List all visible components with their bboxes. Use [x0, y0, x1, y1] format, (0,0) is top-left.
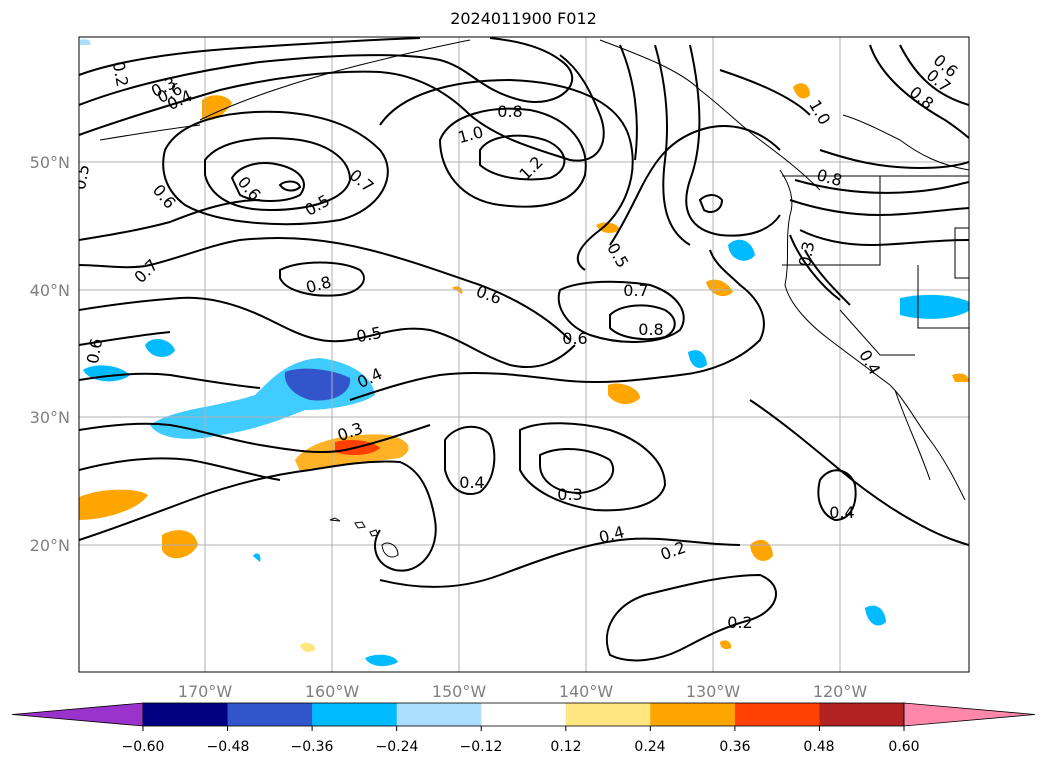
colorbar-swatch — [481, 703, 567, 726]
lat-label-20n: 20°N — [30, 536, 70, 555]
colorbar-label: 0.60 — [888, 739, 919, 755]
contour-label: 0.2 — [727, 613, 752, 632]
colorbar-label: −0.12 — [460, 739, 503, 755]
colorbar-swatch — [312, 703, 398, 726]
contour-label: 0.6 — [83, 337, 106, 365]
colorbar-label: −0.48 — [207, 739, 250, 755]
map-frame — [78, 36, 970, 673]
graticule — [79, 37, 969, 672]
contour-label: 0.2 — [109, 60, 132, 88]
lon-label-120w: 120°W — [813, 682, 868, 701]
lat-label-40n: 40°N — [30, 281, 70, 300]
colorbar-label: 0.24 — [634, 739, 665, 755]
map-title: 2024011900 F012 — [450, 9, 597, 28]
colorbar-extend-high — [903, 702, 1036, 727]
colorbar-label: −0.36 — [291, 739, 334, 755]
colorbar-swatch — [227, 703, 313, 726]
contours — [79, 37, 969, 662]
contour-label: 0.3 — [557, 485, 582, 504]
lon-label-140w: 140°W — [559, 682, 614, 701]
colorbar-swatches — [11, 702, 1036, 727]
colorbar-label: 0.36 — [719, 739, 750, 755]
colorbar-swatch — [819, 703, 905, 726]
lon-label-150w: 150°W — [432, 682, 487, 701]
contour-label: 0.4 — [829, 503, 854, 522]
colorbar-ticks — [142, 726, 905, 731]
lon-label-130w: 130°W — [686, 682, 741, 701]
colorbar-swatch — [565, 703, 651, 726]
shaded-anomalies — [79, 39, 969, 667]
lon-label-170w: 170°W — [178, 682, 233, 701]
colorbar-outline — [142, 702, 905, 727]
contour-label: 0.8 — [497, 102, 522, 121]
contour-label: 0.7 — [623, 281, 648, 300]
contour-label: 0.6 — [562, 329, 587, 348]
coastlines — [99, 39, 969, 558]
colorbar-label: 0.48 — [803, 739, 834, 755]
colorbar-label: −0.60 — [122, 739, 165, 755]
colorbar-swatch — [650, 703, 736, 726]
colorbar-swatch — [396, 703, 482, 726]
contour-label: 0.4 — [459, 473, 484, 492]
colorbar-swatch — [143, 703, 229, 726]
map-area — [79, 37, 969, 672]
contour-label: 0.5 — [355, 323, 383, 346]
colorbar: −0.60 −0.48 −0.36 −0.24 −0.12 0.12 0.24 … — [11, 702, 1036, 755]
contour-labels: 0.2 0.3 0.4 0.5 0.6 0.8 1.0 1.2 0.6 0.5 … — [70, 50, 961, 632]
colorbar-label: −0.24 — [376, 739, 419, 755]
longitude-labels: 170°W 160°W 150°W 140°W 130°W 120°W — [178, 682, 868, 701]
colorbar-extend-low — [11, 702, 144, 727]
latitude-labels: 50°N 40°N 30°N 20°N — [30, 153, 70, 555]
lat-label-50n: 50°N — [30, 153, 70, 172]
lon-label-160w: 160°W — [305, 682, 360, 701]
contour-label: 0.5 — [70, 163, 93, 191]
contour-label: 0.3 — [795, 240, 818, 268]
colorbar-swatch — [734, 703, 820, 726]
colorbar-label: 0.12 — [550, 739, 581, 755]
lat-label-30n: 30°N — [30, 408, 70, 427]
contour-label: 0.8 — [638, 320, 663, 339]
colorbar-labels: −0.60 −0.48 −0.36 −0.24 −0.12 0.12 0.24 … — [122, 739, 920, 755]
